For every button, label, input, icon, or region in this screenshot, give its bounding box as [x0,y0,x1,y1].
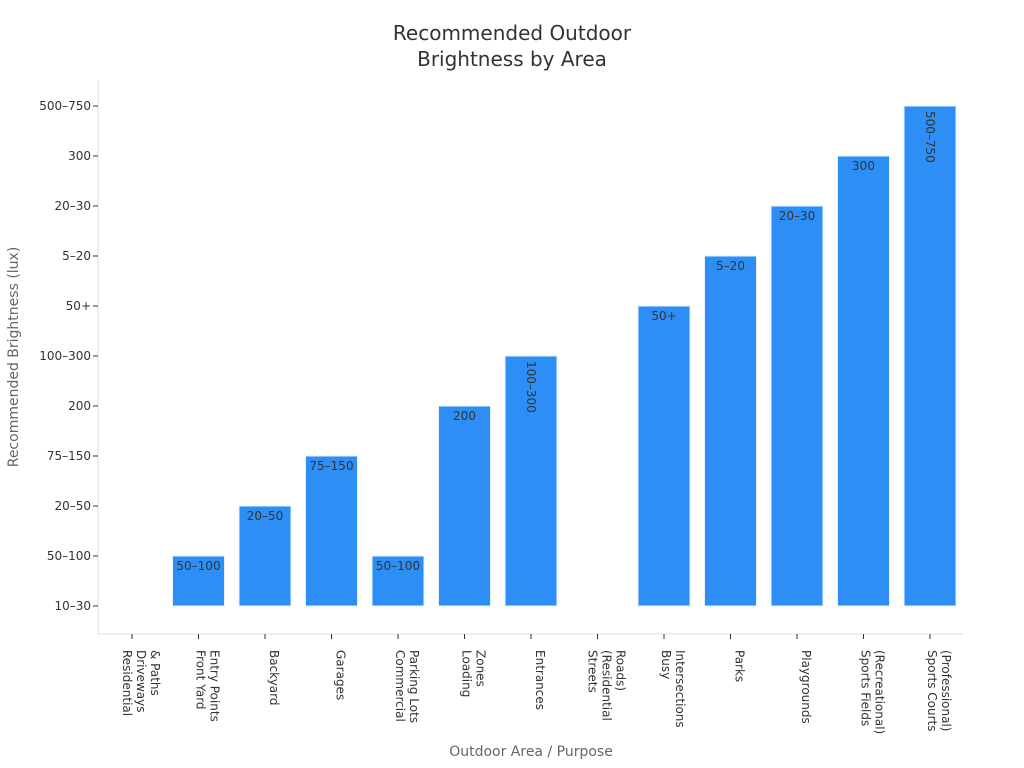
bar[interactable] [770,205,824,607]
y-tick-label: 50–100 [47,549,91,563]
x-tick-label: & Paths [148,650,162,696]
data-label: 5–20 [716,259,745,273]
data-label: 500–750 [923,111,937,163]
data-label: 100–300 [524,361,538,413]
x-tick-label: Backyard [267,650,281,706]
x-tick-label: (Professional) [939,650,953,731]
x-tick-label: (Residential [600,650,614,721]
bar[interactable] [504,355,558,607]
x-tick-label: Busy [659,650,673,679]
bar[interactable] [172,555,225,607]
bar[interactable] [371,555,425,607]
data-label: 20–30 [779,209,816,223]
x-axis-title: Outdoor Area / Purpose [449,744,613,760]
x-tick-label: Entrances [533,650,547,710]
y-tick-label: 5–20 [62,249,91,263]
x-tick-label: Residential [120,650,134,716]
x-tick-label: Commercial [393,650,407,722]
bar[interactable] [704,255,757,607]
bar[interactable] [837,155,890,607]
x-tick-label: Sports Fields [859,650,873,726]
data-label: 20–50 [247,509,284,523]
y-tick-label: 300 [68,149,91,163]
x-tick-label: Front Yard [194,650,208,710]
y-tick-label: 50+ [66,299,91,313]
x-tick-label: Parks [733,650,747,682]
bar[interactable] [305,455,358,607]
x-tick-label: (Recreational) [873,650,887,734]
data-label: 75–150 [309,459,353,473]
x-tick-label: Roads) [614,650,628,691]
x-tick-label: Garages [334,650,348,700]
y-tick-label: 500–750 [39,99,91,113]
x-tick-label: Sports Courts [925,650,939,732]
y-tick-label: 20–30 [54,199,91,213]
x-tick-label: Entry Points [208,650,222,722]
x-tick-label: Intersections [673,650,687,728]
y-axis-title: Recommended Brightness (lux) [6,247,22,468]
data-label: 50–100 [176,559,220,573]
bar[interactable] [438,405,491,607]
chart-title-line: Brightness by Area [417,47,607,71]
x-tick-label: Driveways [134,650,148,713]
y-tick-label: 200 [68,399,91,413]
data-label: 300 [852,159,875,173]
y-tick-label: 100–300 [39,349,91,363]
y-tick-label: 10–30 [54,599,91,613]
bar[interactable] [903,105,957,607]
chart-title-line: Recommended Outdoor [393,21,632,45]
x-tick-label: Playgrounds [799,650,813,724]
y-tick-label: 20–50 [54,499,91,513]
bar[interactable] [637,305,691,607]
x-tick-label: Streets [586,650,600,693]
data-label: 50+ [651,309,676,323]
bar[interactable] [238,505,292,607]
data-label: 200 [453,409,476,423]
x-tick-label: Loading [460,650,474,697]
x-tick-label: Parking Lots [407,650,421,723]
y-tick-label: 75–150 [47,449,91,463]
data-label: 50–100 [376,559,420,573]
x-tick-label: Zones [474,650,488,687]
